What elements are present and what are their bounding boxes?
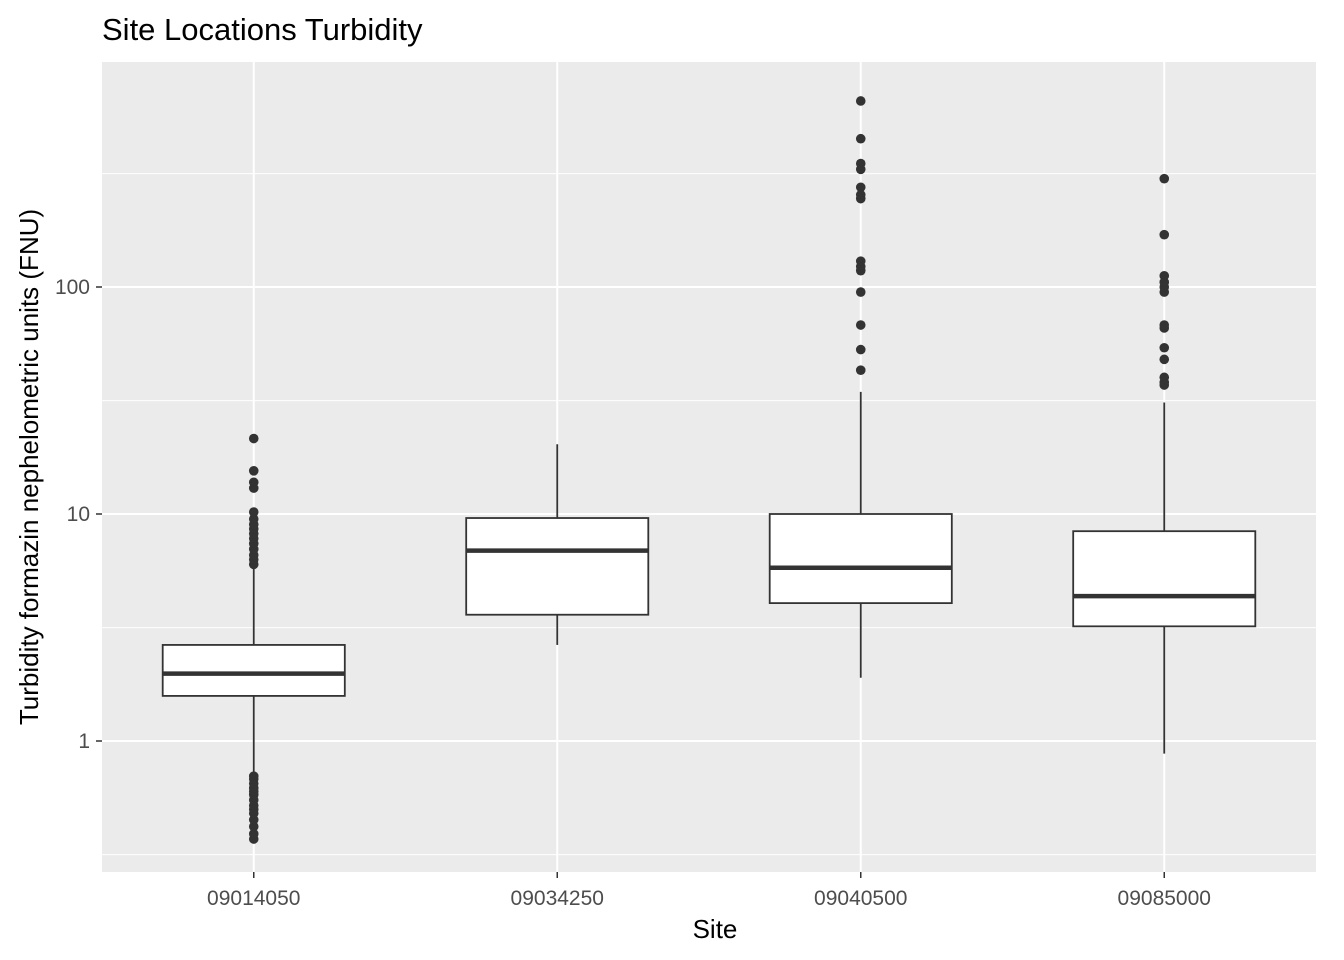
box-09040500 — [768, 96, 953, 678]
x-tick-label: 09034250 — [511, 887, 604, 910]
x-axis-title: Site — [693, 914, 738, 944]
outlier-point — [855, 287, 866, 297]
outlier-point — [1159, 372, 1170, 383]
outlier-point — [248, 821, 259, 832]
iqr-box — [1072, 530, 1257, 628]
iqr-box — [161, 644, 346, 697]
x-tick-label: 09014050 — [207, 887, 300, 910]
outlier-point — [1159, 173, 1170, 184]
outlier-point — [855, 344, 866, 355]
outlier-point — [248, 771, 259, 781]
outlier-point — [855, 182, 866, 193]
outlier-point — [855, 320, 866, 330]
outlier-point — [1159, 271, 1170, 281]
y-axis-title: Turbidity formazin nephelometric units (… — [14, 209, 44, 725]
outlier-point — [1159, 342, 1170, 353]
outlier-point — [248, 514, 259, 524]
outlier-point — [248, 507, 259, 517]
axes: 1 10 100 09014050 09034250 09040500 09085000 — [55, 276, 1211, 910]
outlier-point — [248, 477, 259, 488]
outlier-point — [1159, 229, 1170, 240]
x-tick-label: 09040500 — [814, 887, 907, 910]
outlier-point — [855, 158, 866, 169]
box-09034250 — [465, 444, 650, 645]
iqr-box — [465, 517, 650, 616]
outlier-point — [855, 365, 866, 376]
outlier-point — [855, 256, 866, 266]
x-tick-label: 09085000 — [1118, 887, 1211, 910]
y-tick-label: 10 — [67, 503, 90, 526]
plot-panel — [102, 62, 1316, 872]
boxes — [161, 96, 1257, 844]
y-tick-label: 100 — [55, 276, 90, 299]
iqr-box — [768, 513, 953, 605]
outlier-point — [248, 829, 259, 839]
outlier-point — [248, 465, 259, 476]
outlier-point — [248, 433, 259, 444]
outlier-point — [855, 133, 866, 144]
outlier-point — [1159, 354, 1170, 365]
outlier-point — [1159, 320, 1170, 330]
outlier-point — [855, 96, 866, 106]
outlier-point — [855, 189, 866, 200]
chart-title: Site Locations Turbidity — [102, 12, 423, 47]
box-09085000 — [1072, 173, 1257, 754]
box-09014050 — [161, 433, 346, 844]
y-tick-label: 1 — [78, 730, 90, 753]
